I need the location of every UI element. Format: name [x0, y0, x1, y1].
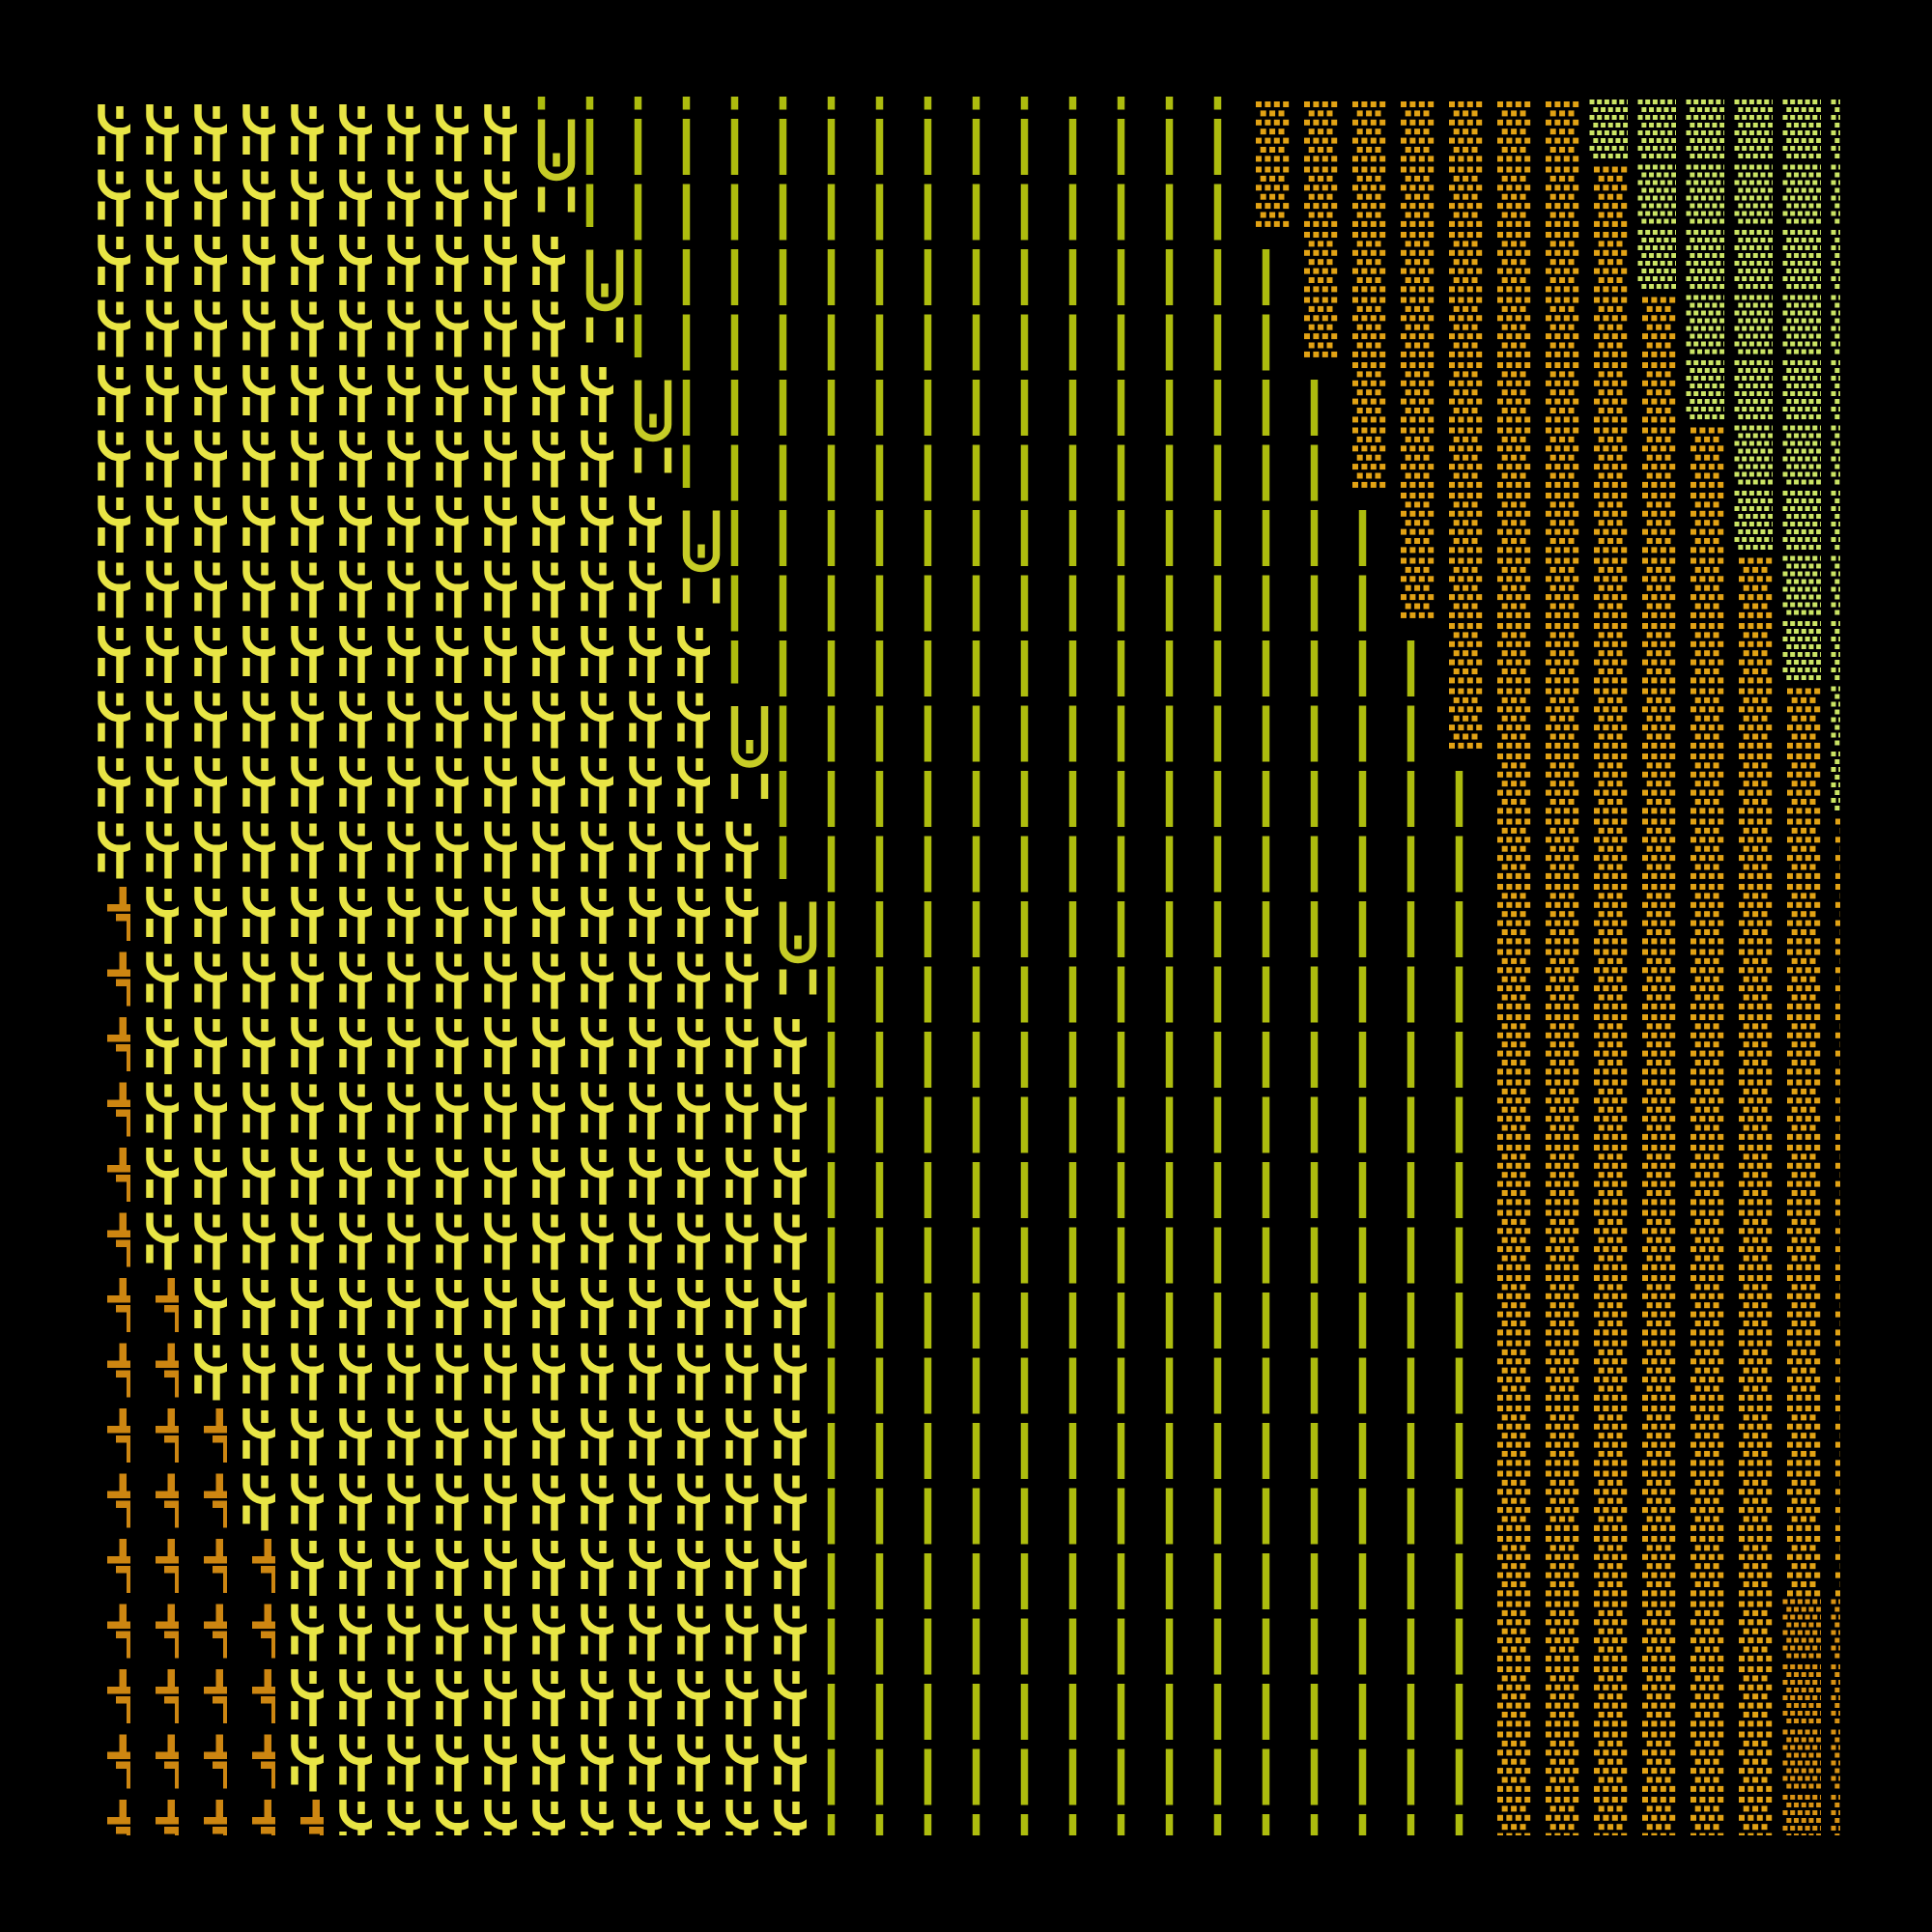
trident-cells	[92, 97, 130, 879]
dotso-cells	[1483, 97, 1531, 1835]
dotso-cells	[1435, 97, 1483, 749]
dotso-cells	[1579, 161, 1628, 1835]
trident-cells	[517, 227, 565, 1835]
cross-cells	[275, 1792, 324, 1835]
trident-cells	[420, 97, 469, 1835]
cross-cells	[179, 1401, 227, 1835]
lines-cells	[903, 97, 952, 1835]
trident-cells	[469, 97, 517, 1835]
dotso-cells	[1676, 422, 1724, 1835]
dotso-cells	[1338, 97, 1386, 488]
lines-cells	[952, 97, 1000, 1835]
trident-cells	[565, 357, 613, 1835]
trident-cells	[710, 813, 758, 1835]
trident-cells	[758, 1009, 807, 1835]
ddotso-cells	[1773, 1596, 1821, 1835]
dotso-cells	[1773, 683, 1821, 1597]
lines-cells	[807, 97, 855, 1835]
dotso-cells	[1290, 97, 1338, 357]
trident-cells	[130, 97, 179, 1270]
trident-cells	[372, 97, 420, 1835]
lines-stub	[517, 97, 565, 110]
trident-cells	[179, 97, 227, 1401]
lines-cells	[1048, 97, 1096, 1835]
dotso-cells	[1724, 553, 1773, 1835]
lines-cells	[1435, 762, 1483, 1835]
trident-cells	[324, 97, 372, 1835]
glyph-field	[92, 97, 1840, 1835]
cross-cells	[92, 879, 130, 1835]
lines-cells	[1338, 501, 1386, 1835]
lines-cells	[1096, 97, 1145, 1835]
lines-cells	[1241, 241, 1290, 1835]
dotsg-cells	[1579, 97, 1628, 162]
trident-cells	[275, 97, 324, 1792]
lines-cells	[613, 97, 662, 357]
dotsg-cells	[1821, 97, 1840, 814]
dotso-cells	[1531, 97, 1579, 1835]
lines-cells	[1000, 97, 1048, 1835]
dotsg-cells	[1724, 97, 1773, 554]
lines-cells	[1386, 632, 1435, 1835]
dotso-cells	[1821, 813, 1840, 1597]
ddotso-cells	[1821, 1596, 1840, 1835]
lines-cells	[710, 97, 758, 684]
dotso-cells	[1628, 292, 1676, 1835]
trident-cells	[227, 97, 275, 1531]
dotsg-cells	[1676, 97, 1724, 423]
dotso-cells	[1241, 97, 1290, 227]
lines-cells	[662, 97, 710, 488]
trident-cells	[613, 488, 662, 1835]
lines-cells	[758, 97, 807, 879]
dotsg-cells	[1628, 97, 1676, 293]
lines-cells	[565, 97, 613, 227]
cross-cells	[227, 1531, 275, 1835]
dotso-cells	[1386, 97, 1435, 618]
lines-cells	[1290, 371, 1338, 1835]
dotsg-cells	[1773, 97, 1821, 684]
lines-cells	[1193, 97, 1241, 1835]
lines-cells	[855, 97, 903, 1835]
trident-cells	[662, 618, 710, 1835]
cross-cells	[130, 1270, 179, 1835]
lines-cells	[1145, 97, 1193, 1835]
